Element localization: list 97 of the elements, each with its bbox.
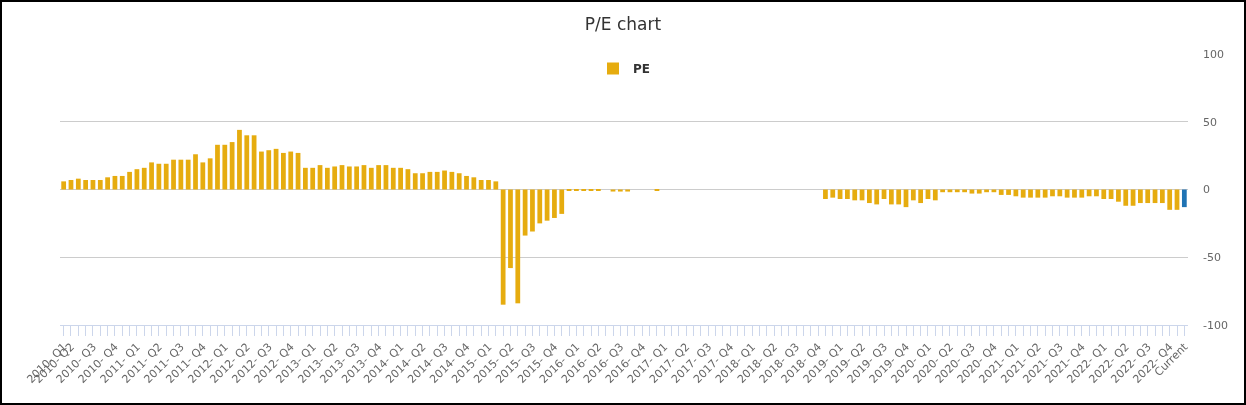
- bar: [1181, 189, 1187, 208]
- bar: [1028, 189, 1033, 198]
- bar: [508, 189, 513, 269]
- bar: [559, 189, 565, 214]
- bar: [259, 151, 264, 190]
- bar: [324, 167, 330, 190]
- bar: [1138, 189, 1143, 204]
- bar: [478, 180, 484, 190]
- bar: [237, 129, 242, 190]
- bar: [141, 167, 147, 190]
- bar: [75, 178, 81, 190]
- bar: [281, 152, 286, 190]
- bar: [823, 189, 828, 199]
- bar: [288, 151, 294, 190]
- bar: [1079, 189, 1085, 198]
- bar: [1072, 189, 1077, 198]
- bar: [354, 166, 360, 190]
- bar: [456, 173, 462, 190]
- bar: [1035, 189, 1041, 198]
- bar: [442, 170, 447, 190]
- y-tick-label: -50: [1203, 251, 1221, 265]
- bar: [552, 189, 557, 218]
- bar: [464, 175, 469, 190]
- bar: [215, 144, 220, 190]
- bar: [537, 189, 543, 224]
- legend-label: PE: [633, 62, 650, 77]
- bar: [500, 189, 506, 305]
- bar: [97, 180, 103, 190]
- bar: [171, 159, 176, 190]
- bar: [1116, 189, 1121, 202]
- bar: [1145, 189, 1151, 204]
- bar: [1064, 189, 1070, 198]
- bar: [149, 162, 154, 190]
- bar: [449, 171, 455, 190]
- bar: [493, 181, 499, 190]
- bar: [625, 189, 631, 192]
- bar: [1050, 189, 1055, 197]
- bar: [1094, 189, 1099, 197]
- bar: [412, 173, 418, 190]
- bar: [1159, 189, 1165, 204]
- bar: [515, 189, 521, 304]
- bar: [522, 189, 528, 236]
- bar: [918, 189, 924, 204]
- bar: [976, 189, 982, 194]
- bar: [185, 159, 191, 190]
- bar: [390, 167, 396, 190]
- bar: [266, 150, 272, 190]
- y-tick-label: 100: [1203, 47, 1224, 61]
- bar: [163, 163, 169, 190]
- bar: [83, 180, 89, 190]
- bar: [932, 189, 938, 201]
- bar: [830, 189, 836, 198]
- bar: [207, 158, 213, 190]
- bar: [346, 166, 352, 190]
- y-tick-label: 50: [1203, 115, 1217, 129]
- y-tick-label: -100: [1203, 318, 1228, 332]
- bar: [244, 135, 250, 190]
- bar: [845, 189, 850, 199]
- bar: [867, 189, 872, 204]
- bar: [127, 171, 132, 190]
- bar: [222, 144, 228, 190]
- bar: [852, 189, 858, 201]
- bar: [303, 167, 308, 190]
- bar: [910, 189, 916, 201]
- bar: [1086, 189, 1092, 197]
- bar: [1123, 189, 1129, 206]
- bar: [119, 175, 125, 190]
- bar: [874, 189, 880, 205]
- bar: [1042, 189, 1048, 198]
- bar: [530, 189, 535, 232]
- bar: [368, 167, 374, 190]
- bar: [1006, 189, 1011, 195]
- bar: [486, 180, 491, 190]
- bar: [178, 159, 184, 190]
- bar: [105, 177, 110, 190]
- bar: [434, 171, 440, 190]
- bar: [1101, 189, 1107, 199]
- bar: [1057, 189, 1063, 197]
- bar: [398, 167, 403, 190]
- bar: [1167, 189, 1173, 210]
- bar: [420, 173, 425, 190]
- bar: [471, 177, 477, 190]
- bar: [310, 167, 316, 190]
- bar: [617, 189, 623, 192]
- bar: [200, 162, 206, 190]
- bar: [998, 189, 1004, 195]
- bar: [332, 166, 338, 190]
- bar: [376, 165, 381, 190]
- bar: [61, 181, 67, 190]
- bar: [1020, 189, 1026, 198]
- y-tick-label: 0: [1203, 183, 1210, 197]
- bar: [193, 154, 198, 190]
- bar: [896, 189, 902, 205]
- chart-title: P/E chart: [584, 13, 662, 34]
- bar: [1013, 189, 1019, 197]
- bar: [229, 142, 235, 190]
- bar: [888, 189, 894, 205]
